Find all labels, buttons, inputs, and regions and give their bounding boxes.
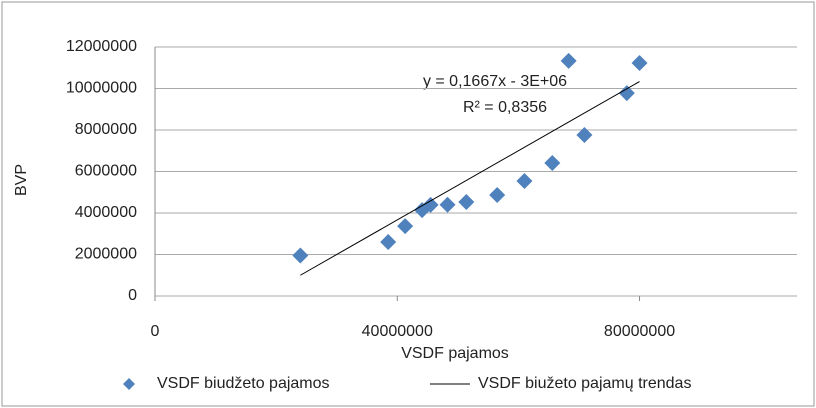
trend-line [300,81,640,276]
data-point [560,52,577,69]
trend-r2: R² = 0,8356 [463,99,547,116]
y-axis-label: BVP [13,164,30,196]
data-point [618,85,635,102]
data-point [489,186,506,203]
y-tick-label: 6000000 [75,163,137,180]
legend-label: VSDF biužeto pajamų trendas [478,375,691,392]
x-tick-label: 40000000 [362,323,433,340]
y-tick-label: 4000000 [75,204,137,221]
data-point [422,196,439,213]
data-point [576,126,593,143]
data-point [516,173,533,190]
x-axis-label: VSDF pajamos [401,345,509,362]
y-tick-label: 10000000 [66,80,137,97]
y-tick-label: 8000000 [75,121,137,138]
data-point [631,54,648,71]
y-tick-label: 0 [128,287,137,304]
data-point [397,218,414,235]
y-tick-label: 2000000 [75,246,137,263]
legend-marker [123,378,135,390]
data-point [292,247,309,264]
y-tick-label: 12000000 [66,38,137,55]
data-point [380,234,397,251]
trend-equation: y = 0,1667x - 3E+06 [423,73,567,90]
data-point [439,196,456,213]
x-tick-label: 80000000 [604,323,675,340]
data-point [544,154,561,171]
x-tick-label: 0 [151,323,160,340]
legend-label: VSDF biudžeto pajamos [157,375,330,392]
data-point [458,194,475,211]
